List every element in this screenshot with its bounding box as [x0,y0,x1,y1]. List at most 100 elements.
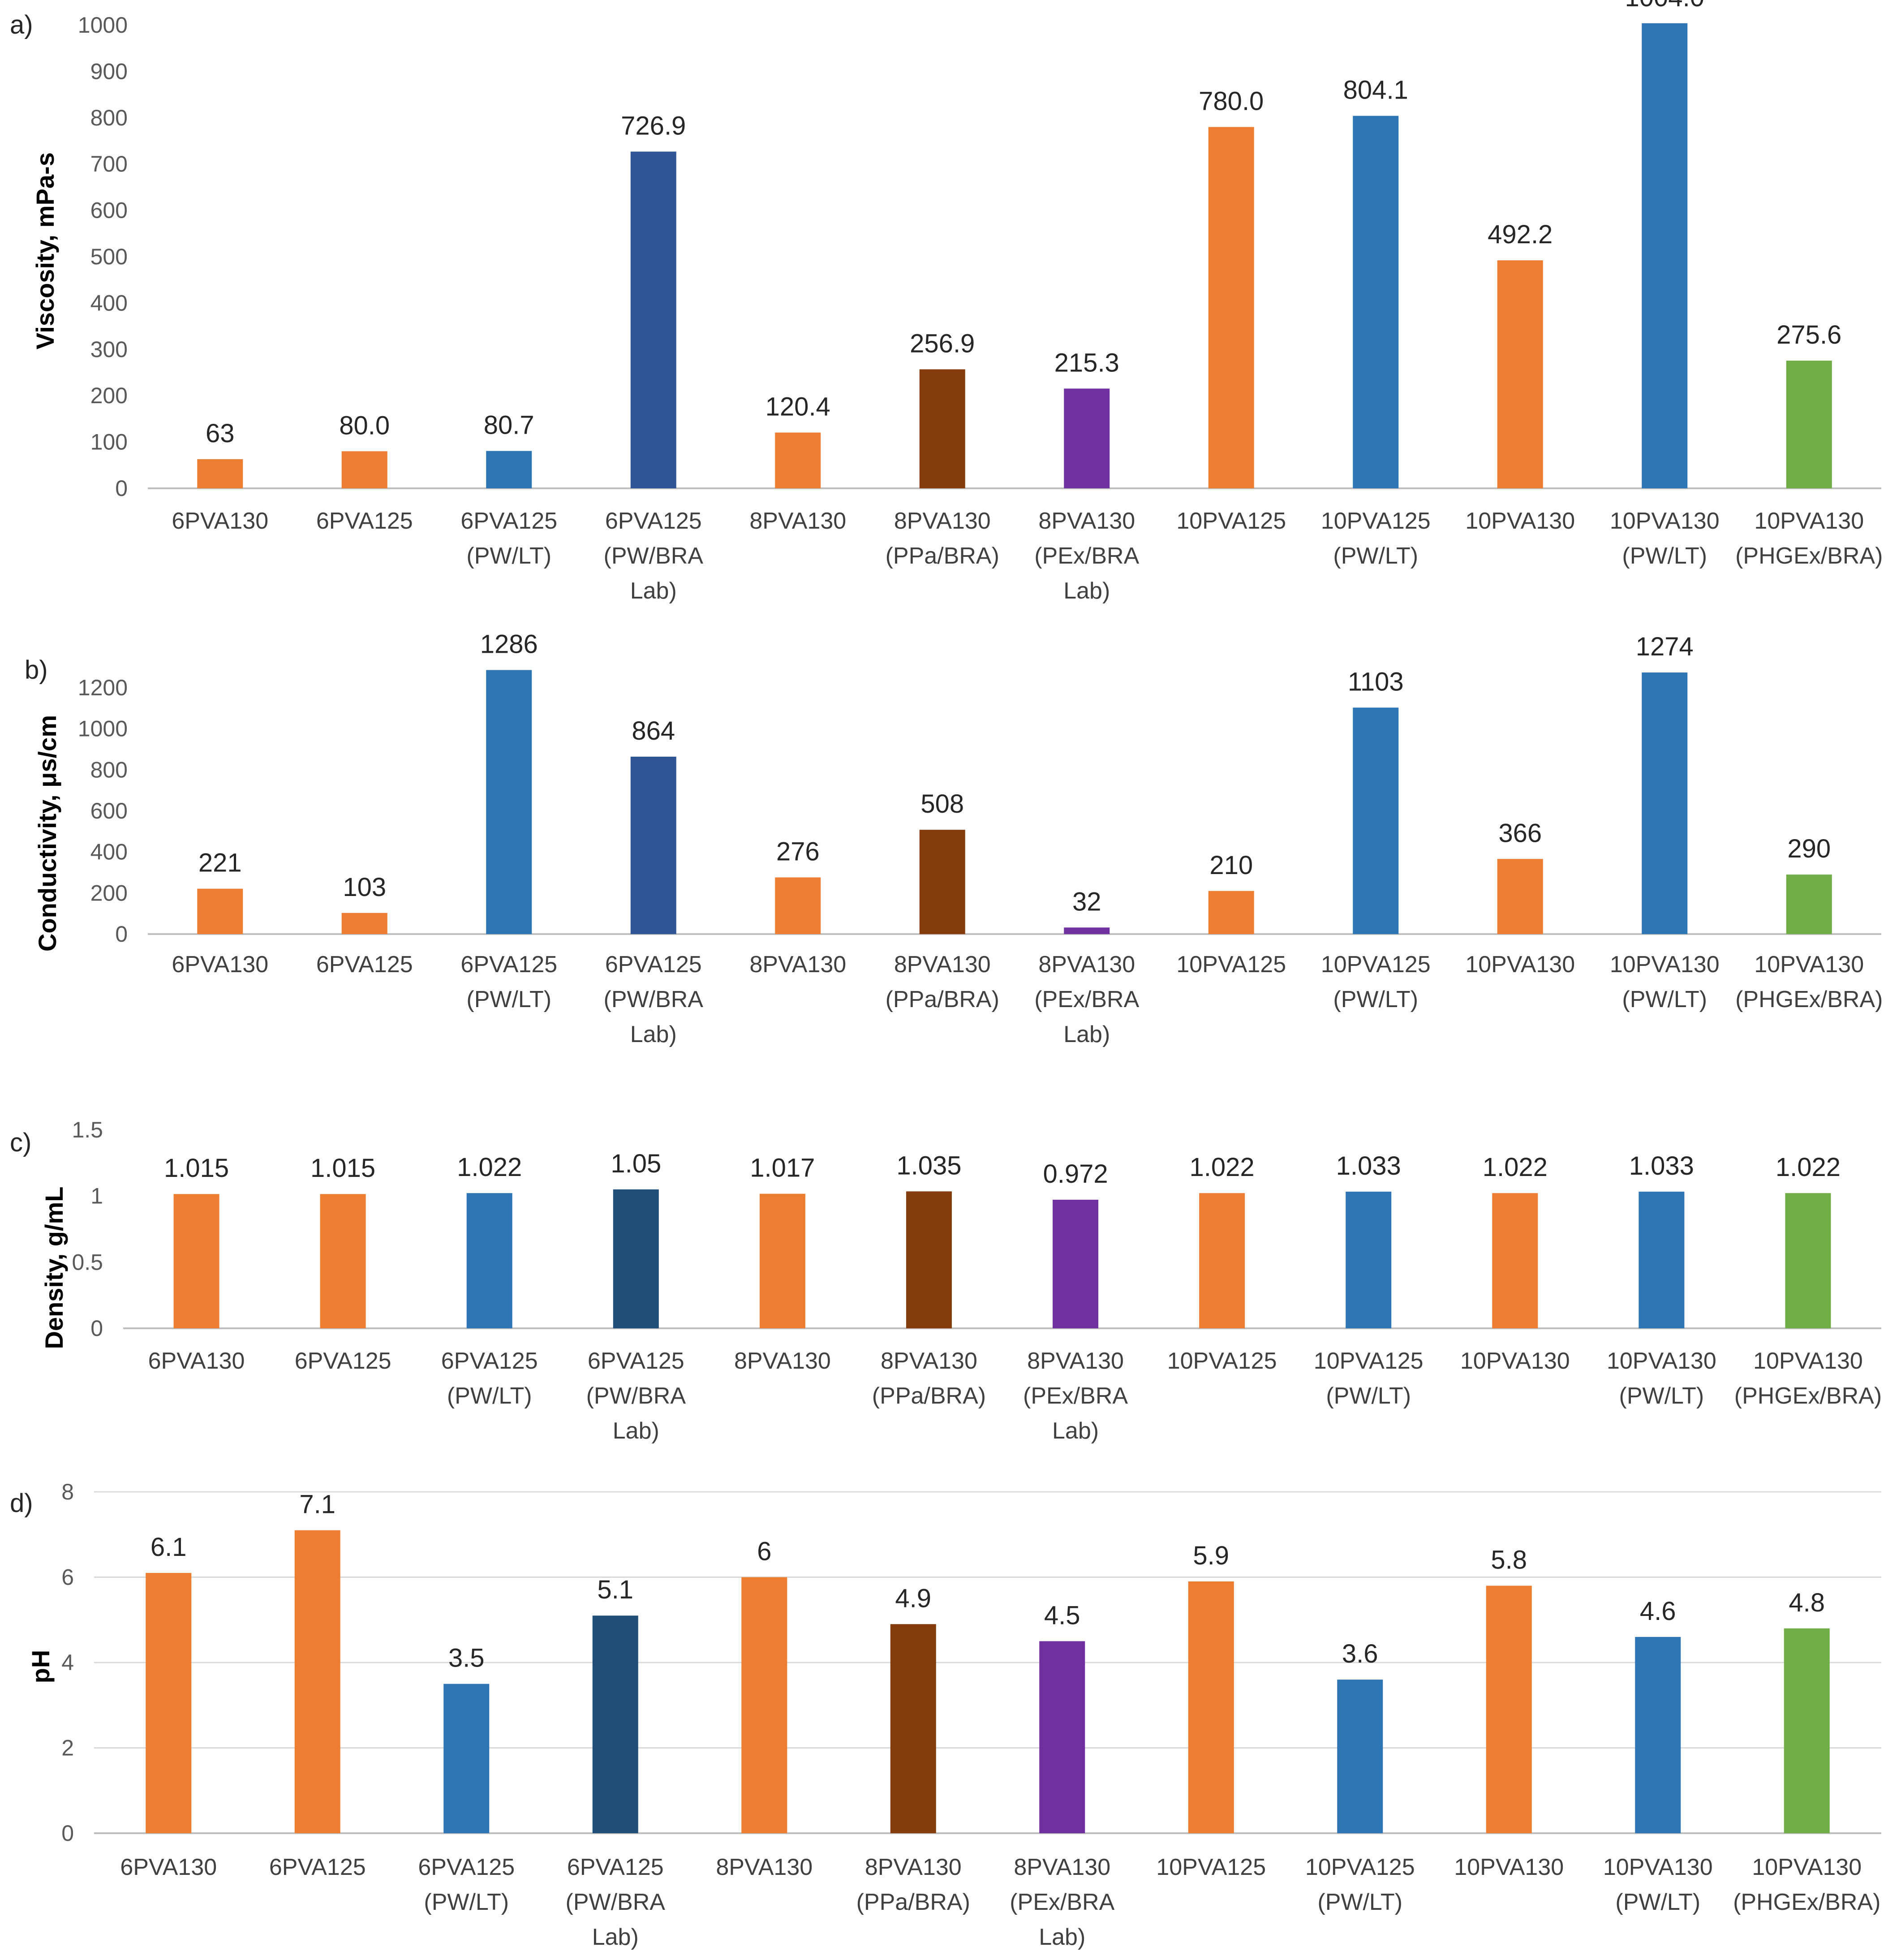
category-label: 10PVA125 (PW/LT) [1314,1348,1424,1409]
bar [1353,116,1399,488]
data-label: 290 [1787,834,1831,863]
y-tick-label: 1000 [78,716,128,741]
category-label: 6PVA125 (PW/LT) [460,952,557,1012]
category-label: 6PVA130 [172,952,268,978]
data-label: 1.022 [1483,1153,1548,1182]
panel-letter: a) [10,10,33,39]
category-label: 10PVA125 (PW/LT) [1321,508,1431,569]
category-label: 6PVA125 (PW/BRA Lab) [604,952,704,1047]
data-label: 256.9 [910,329,975,358]
data-label: 215.3 [1054,348,1119,377]
category-label: 6PVA125 (PW/BRA Lab) [586,1348,686,1444]
data-label: 3.6 [1342,1639,1378,1668]
data-label: 32 [1072,887,1101,916]
bar [1486,1585,1532,1833]
data-label: 3.5 [448,1644,485,1673]
panel-letter: d) [10,1489,33,1518]
data-label: 0.972 [1043,1159,1108,1189]
category-label: 8PVA130 [749,508,846,534]
y-tick-label: 100 [90,430,128,455]
bar [1053,1199,1099,1328]
bar [613,1189,659,1328]
category-label: 8PVA130 [749,952,846,978]
bar [197,888,243,934]
bar [173,1194,219,1328]
y-tick-label: 1000 [78,13,128,38]
y-tick-label: 200 [90,383,128,408]
bar [775,877,821,934]
data-label: 1004.0 [1625,0,1704,12]
category-label: 8PVA130 (PPa/BRA) [872,1348,986,1409]
y-tick-label: 700 [90,151,128,177]
bar [341,451,387,488]
category-label: 6PVA125 (PW/BRA Lab) [566,1854,666,1950]
bar [1346,1191,1392,1328]
category-label: 6PVA125 [316,952,413,978]
y-tick-label: 800 [90,105,128,130]
data-label: 276 [776,837,820,866]
y-axis-title: pH [26,1650,55,1684]
y-tick-label: 600 [90,198,128,223]
y-tick-label: 300 [90,337,128,362]
bar [466,1193,512,1328]
y-tick-label: 2 [61,1736,74,1761]
data-label: 804.1 [1343,76,1408,105]
bar [1039,1641,1085,1833]
y-tick-label: 0.5 [72,1249,103,1275]
category-label: 10PVA130 (PHGEx/BRA) [1734,1348,1882,1409]
data-label: 492.2 [1488,220,1553,249]
category-label: 8PVA130 (PEx/BRA Lab) [1010,1854,1114,1950]
data-label: 4.8 [1789,1588,1825,1617]
bar [775,432,821,488]
category-label: 10PVA130 [1460,1348,1570,1374]
panel-c: 0 0.5 1 1.5 Density, g/mL c) 1.015 6PVA130 1.015… [10,1117,1882,1444]
category-label: 10PVA125 (PW/LT) [1321,952,1431,1012]
panel-letter: c) [10,1128,31,1157]
y-tick-label: 800 [90,757,128,782]
y-tick-label: 1.5 [72,1117,103,1142]
data-label: 1.035 [896,1151,961,1180]
category-label: 8PVA130 [716,1854,813,1880]
bar [1639,1191,1685,1328]
bar [341,913,387,934]
data-label: 1286 [480,630,538,659]
data-label: 6 [757,1537,771,1566]
data-label: 1.05 [611,1149,661,1178]
data-label: 1.017 [750,1154,815,1183]
data-label: 1.015 [164,1154,229,1183]
y-tick-label: 0 [90,1316,103,1341]
data-label: 1103 [1348,667,1404,696]
category-label: 6PVA125 [316,508,413,534]
category-label: 10PVA130 (PW/LT) [1607,1348,1716,1409]
data-label: 864 [632,716,675,745]
y-tick-label: 1 [90,1184,103,1209]
bar [1642,672,1688,934]
data-label: 4.5 [1044,1601,1080,1630]
data-label: 726.9 [621,111,686,140]
bar [890,1624,936,1833]
data-label: 1274 [1636,632,1694,661]
bar [906,1191,952,1328]
data-label: 780.0 [1199,86,1264,116]
category-label: 10PVA130 (PHGEx/BRA) [1735,952,1883,1012]
bar [741,1577,787,1833]
data-label: 4.9 [895,1584,931,1613]
y-tick-label: 4 [61,1650,74,1675]
data-label: 80.7 [484,411,534,440]
bar [1492,1193,1538,1328]
category-label: 8PVA130 [734,1348,831,1374]
y-tick-label: 400 [90,290,128,315]
category-label: 6PVA125 (PW/BRA Lab) [604,508,704,604]
category-label: 8PVA130 (PEx/BRA Lab) [1034,952,1139,1047]
data-label: 5.9 [1193,1541,1229,1570]
bar [486,451,532,488]
category-label: 8PVA130 (PPa/BRA) [856,1854,970,1915]
category-label: 6PVA130 [172,508,268,534]
bar [759,1193,805,1328]
y-tick-label: 1200 [78,675,128,700]
bar [197,459,243,488]
category-label: 10PVA130 (PHGEx/BRA) [1733,1854,1880,1915]
bar [1199,1193,1245,1328]
category-label: 10PVA130 (PW/LT) [1610,508,1720,569]
